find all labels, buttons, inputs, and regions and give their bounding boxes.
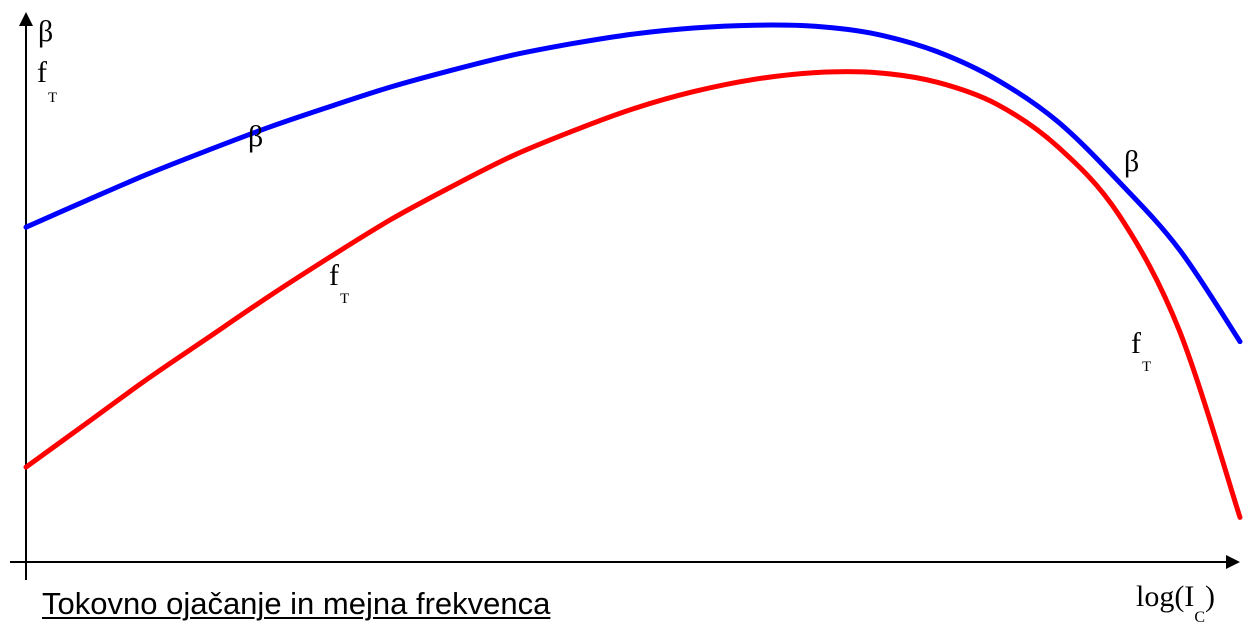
- figure-caption: Tokovno ojačanje in mejna frekvenca: [42, 586, 551, 621]
- x-axis-label-close: ): [1205, 580, 1215, 613]
- series-label-ft-1-main: f: [329, 259, 339, 292]
- y-axis-label-beta: β: [38, 15, 53, 48]
- series-label-ft-1: fT: [329, 259, 349, 307]
- series-label-beta-2: β: [1124, 145, 1139, 178]
- y-axis-label-ft-main: f: [37, 56, 47, 89]
- series-label-beta-1: β: [248, 120, 263, 153]
- x-axis-label: log(IC): [1136, 580, 1215, 626]
- series-line-ft: [23, 69, 1243, 520]
- x-axis-label-main: log(I: [1136, 580, 1194, 613]
- series-label-ft-1-sub: T: [340, 291, 349, 307]
- series-line-beta: [23, 22, 1243, 345]
- series-label-ft-2-main: f: [1131, 327, 1141, 360]
- x-axis-label-sub: C: [1194, 609, 1205, 626]
- series-label-ft-2: fT: [1131, 327, 1151, 375]
- series-label-ft-2-sub: T: [1142, 359, 1151, 375]
- y-axis-label-ft: fT: [37, 56, 57, 106]
- y-axis-label-ft-sub: T: [48, 90, 57, 106]
